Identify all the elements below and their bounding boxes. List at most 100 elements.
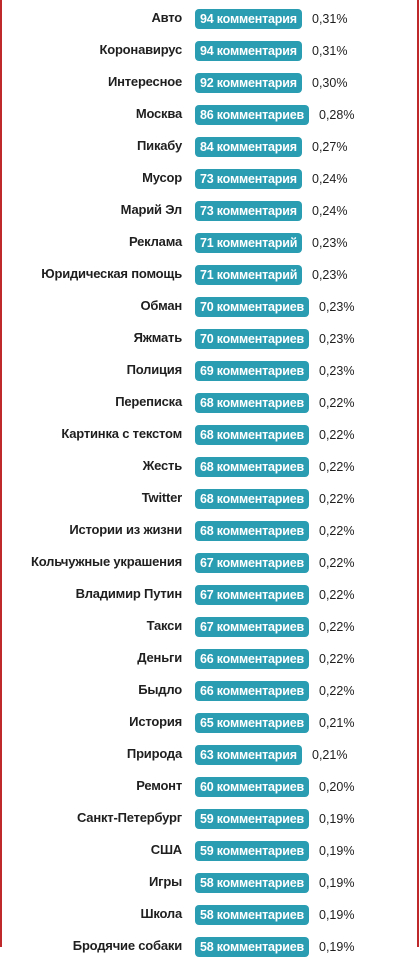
tag-row: Яжмать 70 комментариев 0,23% <box>0 322 419 354</box>
tag-name-link[interactable]: Коронавирус <box>99 42 182 57</box>
comment-share-percent: 0,22% <box>319 620 355 634</box>
comment-share-percent: 0,20% <box>319 780 355 794</box>
tag-name-link[interactable]: Такси <box>146 618 183 633</box>
tag-name-link[interactable]: Ремонт <box>136 778 182 793</box>
tag-name-link[interactable]: Игры <box>148 874 182 889</box>
tag-name-link[interactable]: Юридическая помощь <box>41 266 182 281</box>
comment-count-badge: 67 комментариев <box>195 585 309 605</box>
tag-name-link[interactable]: Истории из жизни <box>69 522 182 537</box>
comment-share-percent: 0,21% <box>312 748 348 762</box>
comment-share-percent: 0,21% <box>319 716 355 730</box>
tag-row: Пикабу 84 комментария 0,27% <box>0 130 419 162</box>
comment-count-badge: 84 комментария <box>195 137 302 157</box>
comment-count-badge: 73 комментария <box>195 169 302 189</box>
comment-share-percent: 0,19% <box>319 940 355 954</box>
tag-name-link[interactable]: Twitter <box>141 490 182 505</box>
comment-count-badge: 66 комментариев <box>195 681 309 701</box>
comment-share-percent: 0,22% <box>319 492 355 506</box>
comment-count-badge: 69 комментариев <box>195 361 309 381</box>
comment-share-percent: 0,24% <box>312 204 348 218</box>
tag-row: Санкт-Петербург 59 комментариев 0,19% <box>0 802 419 834</box>
tag-name-link[interactable]: Мусор <box>142 170 182 185</box>
tag-row: Ремонт 60 комментариев 0,20% <box>0 770 419 802</box>
comment-count-badge: 70 комментариев <box>195 329 309 349</box>
comment-count-badge: 65 комментариев <box>195 713 309 733</box>
comment-share-percent: 0,23% <box>319 332 355 346</box>
tag-name-link[interactable]: Картинка с текстом <box>61 426 182 441</box>
tag-name-link[interactable]: Обман <box>140 298 183 313</box>
tag-row: Юридическая помощь 71 комментарий 0,23% <box>0 258 419 290</box>
comment-share-percent: 0,23% <box>312 236 348 250</box>
comment-count-badge: 59 комментариев <box>195 841 309 861</box>
tag-row: Школа 58 комментариев 0,19% <box>0 898 419 930</box>
tag-row: История 65 комментариев 0,21% <box>0 706 419 738</box>
comment-share-percent: 0,22% <box>319 652 355 666</box>
tag-name-link[interactable]: Реклама <box>128 234 182 249</box>
tag-row: США 59 комментариев 0,19% <box>0 834 419 866</box>
comment-share-percent: 0,31% <box>312 44 348 58</box>
comment-share-percent: 0,19% <box>319 844 355 858</box>
tag-name-link[interactable]: Пикабу <box>137 138 182 153</box>
tag-name-link[interactable]: Деньги <box>137 650 182 665</box>
tag-name-link[interactable]: Интересное <box>107 74 182 89</box>
tag-row: Быдло 66 комментариев 0,22% <box>0 674 419 706</box>
tag-row: Twitter 68 комментариев 0,22% <box>0 482 419 514</box>
comment-share-percent: 0,22% <box>319 556 355 570</box>
tag-name-link[interactable]: Быдло <box>138 682 182 697</box>
comment-share-percent: 0,28% <box>319 108 355 122</box>
comment-count-badge: 71 комментарий <box>195 265 303 285</box>
comment-count-badge: 92 комментария <box>195 73 302 93</box>
comment-count-badge: 71 комментарий <box>195 233 303 253</box>
tag-name-link[interactable]: Яжмать <box>133 330 183 345</box>
tag-name-link[interactable]: Переписка <box>115 394 182 409</box>
comment-count-badge: 94 комментария <box>195 9 302 29</box>
comment-count-badge: 68 комментариев <box>195 489 309 509</box>
comment-share-percent: 0,22% <box>319 428 355 442</box>
comment-count-badge: 94 комментария <box>195 41 302 61</box>
tag-row: Переписка 68 комментариев 0,22% <box>0 386 419 418</box>
comment-count-badge: 66 комментариев <box>195 649 309 669</box>
comment-count-badge: 58 комментариев <box>195 937 309 957</box>
comment-count-badge: 68 комментариев <box>195 521 309 541</box>
comment-share-percent: 0,23% <box>319 300 355 314</box>
frame-left-border <box>0 0 2 947</box>
comment-share-percent: 0,19% <box>319 812 355 826</box>
tag-name-link[interactable]: Полиция <box>126 362 183 377</box>
comment-share-percent: 0,31% <box>312 12 348 26</box>
comment-share-percent: 0,22% <box>319 588 355 602</box>
tag-name-link[interactable]: Природа <box>126 746 182 761</box>
tag-name-link[interactable]: Школа <box>140 906 182 921</box>
tag-row: Природа 63 комментария 0,21% <box>0 738 419 770</box>
tag-row: Владимир Путин 67 комментариев 0,22% <box>0 578 419 610</box>
tag-name-link[interactable]: История <box>129 714 182 729</box>
tag-name-link[interactable]: Авто <box>151 10 182 25</box>
tag-row: Обман 70 комментариев 0,23% <box>0 290 419 322</box>
frame-right-border <box>417 0 419 947</box>
tag-name-link[interactable]: Бродячие собаки <box>72 938 182 953</box>
tag-row: Игры 58 комментариев 0,19% <box>0 866 419 898</box>
tag-name-link[interactable]: Владимир Путин <box>75 586 183 601</box>
tag-row: Реклама 71 комментарий 0,23% <box>0 226 419 258</box>
comment-share-percent: 0,19% <box>319 908 355 922</box>
comment-count-badge: 86 комментариев <box>195 105 309 125</box>
comment-share-percent: 0,24% <box>312 172 348 186</box>
comment-share-percent: 0,22% <box>319 684 355 698</box>
tag-name-link[interactable]: Москва <box>135 106 182 121</box>
tag-row: Такси 67 комментариев 0,22% <box>0 610 419 642</box>
comment-count-badge: 68 комментариев <box>195 393 309 413</box>
tag-name-link[interactable]: Жесть <box>142 458 183 473</box>
comment-count-badge: 70 комментариев <box>195 297 309 317</box>
tag-row: Истории из жизни 68 комментариев 0,22% <box>0 514 419 546</box>
tag-name-link[interactable]: США <box>150 842 182 857</box>
tag-row: Интересное 92 комментария 0,30% <box>0 66 419 98</box>
comment-count-badge: 73 комментария <box>195 201 302 221</box>
tag-name-link[interactable]: Марий Эл <box>120 202 183 217</box>
comment-count-badge: 67 комментариев <box>195 617 309 637</box>
comment-share-percent: 0,19% <box>319 876 355 890</box>
tag-row: Картинка с текстом 68 комментариев 0,22% <box>0 418 419 450</box>
comment-share-percent: 0,22% <box>319 460 355 474</box>
tag-name-link[interactable]: Кольчужные украшения <box>30 554 182 569</box>
tag-name-link[interactable]: Санкт-Петербург <box>76 810 182 825</box>
comment-count-badge: 58 комментариев <box>195 873 309 893</box>
